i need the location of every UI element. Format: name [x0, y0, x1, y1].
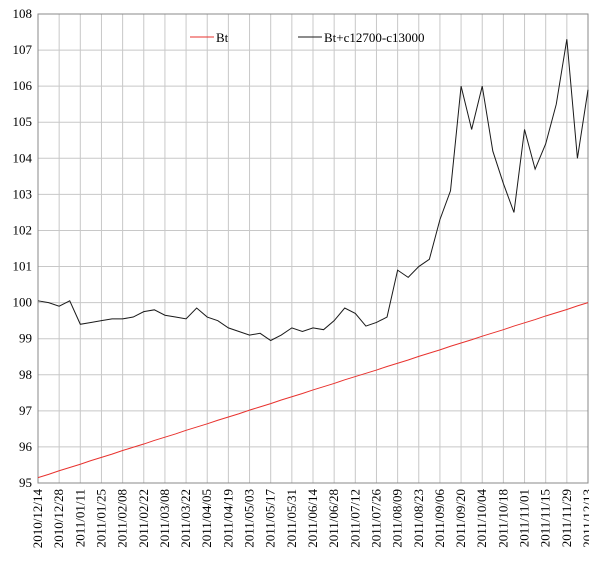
x-tick-label: 2011/05/17 [263, 489, 278, 548]
x-tick-label: 2011/11/01 [517, 489, 532, 547]
x-tick-label: 2011/09/20 [453, 489, 468, 548]
y-tick-label: 104 [13, 150, 33, 165]
x-tick-label: 2011/07/12 [347, 489, 362, 548]
x-tick-label: 2011/10/18 [495, 489, 510, 548]
x-tick-label: 2010/12/14 [30, 489, 45, 549]
x-tick-label: 2011/05/03 [242, 489, 257, 548]
y-tick-label: 100 [13, 295, 33, 310]
x-tick-label: 2011/01/25 [93, 489, 108, 548]
x-tick-label: 2011/05/31 [284, 489, 299, 548]
x-tick-label: 2011/02/22 [136, 489, 151, 548]
x-tick-label: 2011/11/29 [559, 489, 574, 547]
x-tick-label: 2011/01/11 [72, 489, 87, 547]
legend-label: Bt [216, 30, 229, 45]
y-tick-label: 108 [13, 6, 33, 21]
x-tick-label: 2011/10/04 [474, 489, 489, 548]
y-tick-label: 107 [13, 42, 33, 57]
x-tick-label: 2011/08/23 [411, 489, 426, 548]
x-tick-label: 2011/04/05 [199, 489, 214, 548]
x-tick-label: 2011/06/28 [326, 489, 341, 548]
plot-frame [37, 13, 589, 484]
x-tick-label: 2010/12/28 [51, 489, 66, 548]
y-tick-label: 106 [13, 78, 33, 93]
y-tick-label: 95 [19, 475, 32, 490]
x-tick-label: 2011/03/08 [157, 489, 172, 548]
x-tick-label: 2011/09/06 [432, 489, 447, 548]
x-tick-label: 2011/12/13 [580, 489, 589, 548]
y-tick-label: 99 [19, 331, 32, 346]
x-tick-label: 2011/07/26 [368, 489, 383, 548]
y-tick-label: 102 [13, 222, 33, 237]
x-tick-label: 2011/04/19 [220, 489, 235, 548]
x-tick-label: 2011/03/22 [178, 489, 193, 548]
legend-label: Bt+c12700-c13000 [324, 30, 424, 45]
y-tick-label: 98 [19, 367, 32, 382]
x-tick-label: 2011/06/14 [305, 489, 320, 548]
y-tick-label: 96 [19, 439, 33, 454]
x-tick-label: 2011/08/09 [390, 489, 405, 548]
x-tick-label: 2011/02/08 [115, 489, 130, 548]
y-tick-label: 103 [13, 186, 33, 201]
series-line [37, 39, 589, 342]
y-tick-label: 101 [13, 259, 33, 274]
y-tick-label: 105 [13, 114, 33, 129]
x-tick-label: 2011/11/15 [538, 489, 553, 547]
y-tick-label: 97 [19, 403, 33, 418]
series-line [37, 302, 589, 479]
